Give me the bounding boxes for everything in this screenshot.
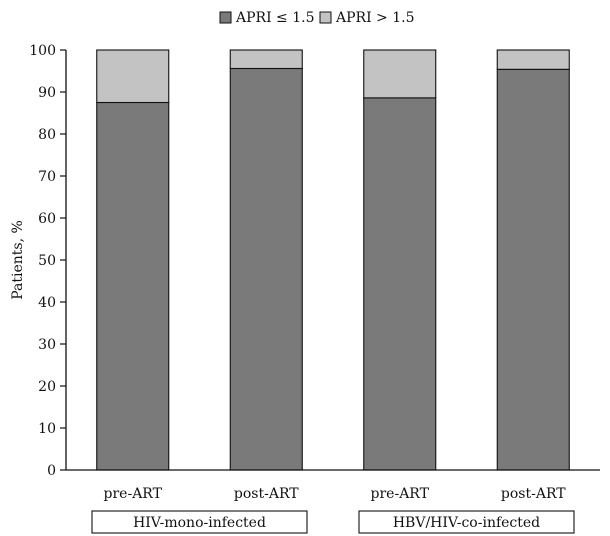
y-axis-label: Patients, % bbox=[10, 220, 26, 300]
y-tick-label: 80 bbox=[38, 127, 56, 143]
y-tick-label: 30 bbox=[38, 337, 56, 353]
bars bbox=[96, 49, 570, 471]
y-tick-label: 0 bbox=[47, 463, 56, 479]
group-labels: HIV-mono-infected HBV/HIV-co-infected bbox=[91, 510, 575, 534]
y-tick-label: 60 bbox=[38, 211, 56, 227]
y-tick-label: 10 bbox=[38, 421, 56, 437]
bar-segment-apri-le-1-5 bbox=[229, 67, 303, 471]
y-tick-label: 50 bbox=[38, 253, 56, 269]
y-tick-label: 90 bbox=[38, 85, 56, 101]
x-axis: pre-ART post-ART pre-ART post-ART bbox=[66, 469, 600, 502]
legend-swatch bbox=[319, 11, 332, 24]
x-tick-label: post-ART bbox=[234, 486, 299, 502]
y-tick-label: 20 bbox=[38, 379, 56, 395]
bar-segment-apri-gt-1-5 bbox=[229, 49, 303, 70]
group-box bbox=[358, 510, 575, 534]
x-tick-label: pre-ART bbox=[104, 486, 163, 502]
bar-segment-apri-le-1-5 bbox=[496, 68, 570, 471]
bar-segment-apri-gt-1-5 bbox=[496, 49, 570, 70]
x-tick-label: pre-ART bbox=[371, 486, 430, 502]
y-axis: 0 10 20 30 40 50 60 70 80 90 100 bbox=[29, 43, 67, 479]
y-tick-label: 70 bbox=[38, 169, 56, 185]
group-box bbox=[91, 510, 308, 534]
legend-swatch bbox=[219, 11, 232, 24]
bar-segment-apri-le-1-5 bbox=[96, 101, 170, 471]
y-tick-label: 100 bbox=[29, 43, 56, 59]
legend-label: APRI > 1.5 bbox=[335, 10, 415, 26]
legend-label: APRI ≤ 1.5 bbox=[235, 10, 315, 26]
bar-segment-apri-le-1-5 bbox=[363, 97, 437, 471]
legend: APRI ≤ 1.5 APRI > 1.5 bbox=[219, 10, 415, 26]
group-label: HBV/HIV-co-infected bbox=[393, 515, 540, 531]
x-tick-label: post-ART bbox=[501, 486, 566, 502]
y-tick-label: 40 bbox=[38, 295, 56, 311]
bar-segment-apri-gt-1-5 bbox=[96, 49, 170, 104]
bar-segment-apri-gt-1-5 bbox=[363, 49, 437, 99]
group-label: HIV-mono-infected bbox=[133, 515, 266, 531]
